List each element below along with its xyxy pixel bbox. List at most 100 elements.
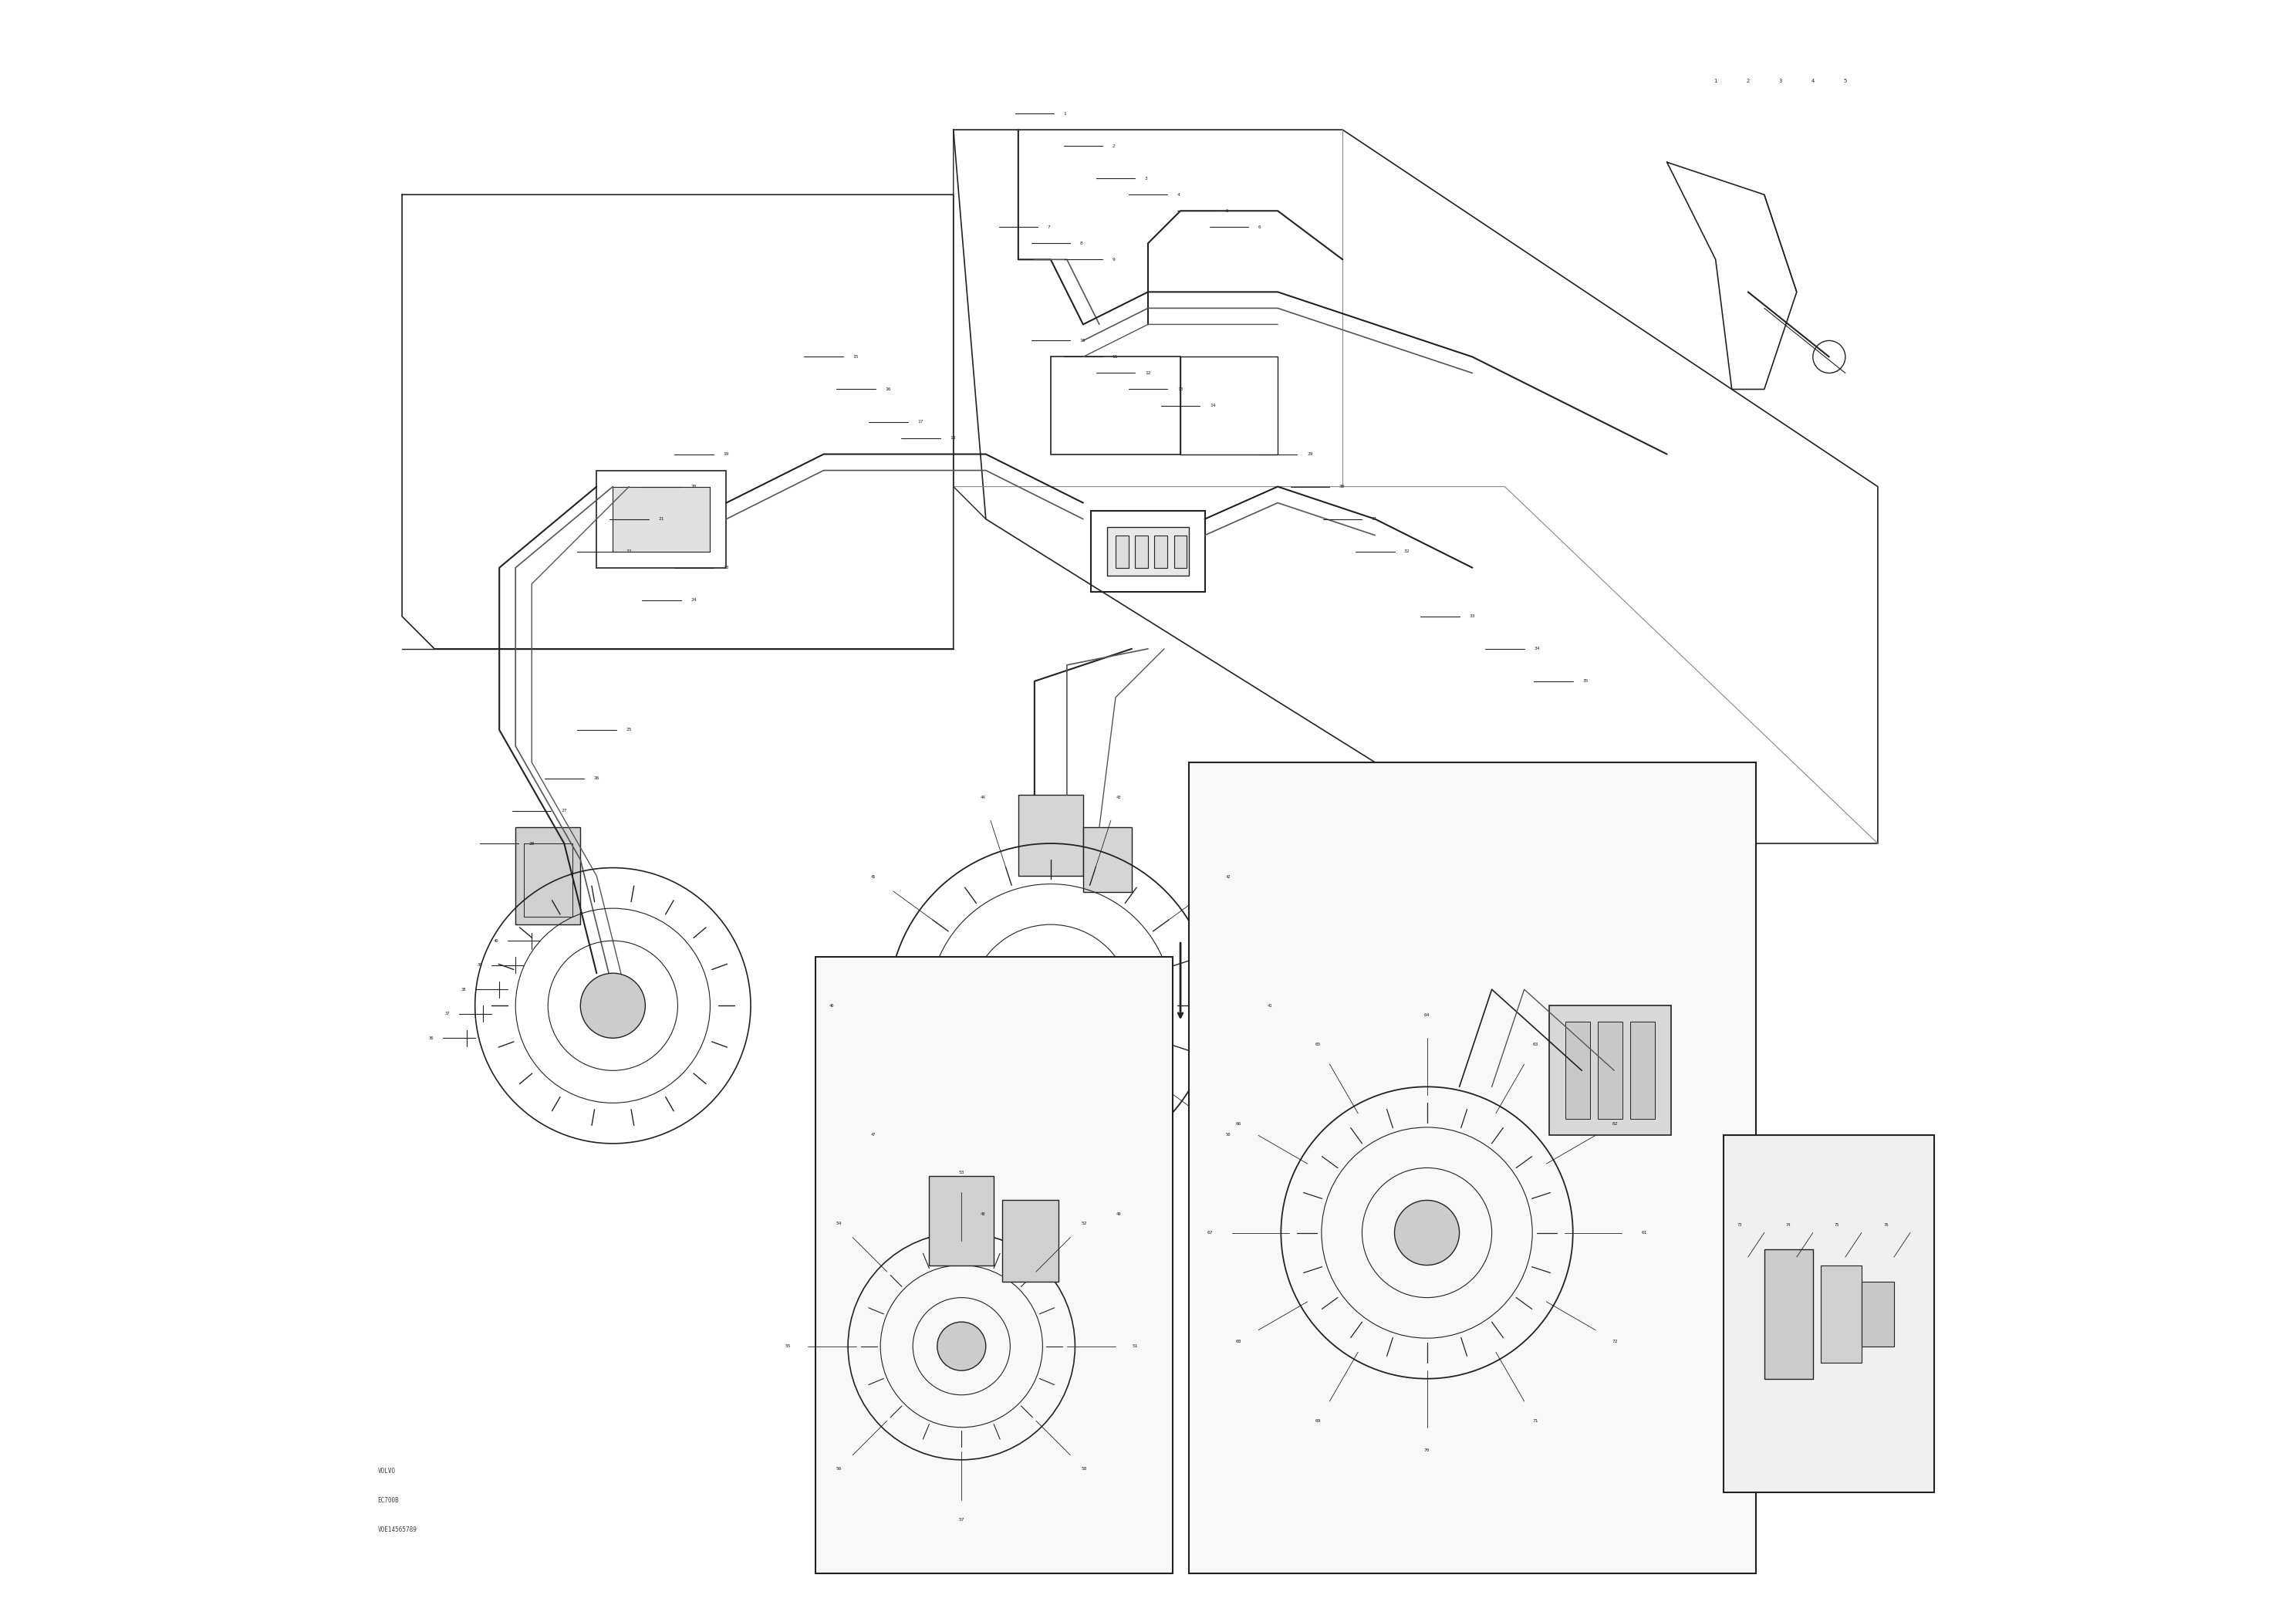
- Bar: [1550, 1006, 1671, 1135]
- Text: 64: 64: [1424, 1014, 1430, 1017]
- Text: 34: 34: [1534, 647, 1541, 650]
- Bar: [1091, 511, 1205, 592]
- Text: 31: 31: [1371, 517, 1378, 521]
- Text: 71: 71: [1534, 1419, 1538, 1422]
- Text: 38: 38: [461, 988, 466, 991]
- Text: 45: 45: [870, 874, 877, 879]
- Text: 69: 69: [1316, 1419, 1320, 1422]
- Bar: [815, 957, 1173, 1573]
- Text: 76: 76: [1883, 1223, 1887, 1226]
- Bar: [1052, 357, 1180, 454]
- Text: 40: 40: [494, 939, 498, 942]
- Text: 25: 25: [627, 728, 631, 732]
- Text: 57: 57: [960, 1518, 964, 1521]
- Bar: [1173, 535, 1187, 568]
- Text: 32: 32: [1405, 550, 1410, 553]
- Bar: [1084, 827, 1132, 892]
- Bar: [1155, 535, 1166, 568]
- Text: VOE14565789: VOE14565789: [377, 1526, 418, 1533]
- Text: 66: 66: [1235, 1122, 1242, 1126]
- Text: 43: 43: [1116, 795, 1120, 800]
- Circle shape: [1010, 965, 1091, 1046]
- Text: 8: 8: [1079, 242, 1084, 245]
- Text: 70: 70: [1424, 1448, 1430, 1452]
- Bar: [1862, 1281, 1894, 1346]
- Bar: [930, 1176, 994, 1265]
- Text: 22: 22: [627, 550, 631, 553]
- Text: 11: 11: [1111, 355, 1118, 358]
- Text: 18: 18: [951, 436, 955, 440]
- Text: 14: 14: [1210, 404, 1215, 407]
- Bar: [523, 843, 572, 916]
- Text: 3: 3: [1146, 177, 1148, 180]
- Text: 5: 5: [1844, 79, 1846, 83]
- Bar: [1180, 357, 1279, 454]
- Text: 35: 35: [1582, 680, 1589, 683]
- Bar: [517, 827, 581, 925]
- Bar: [597, 470, 726, 568]
- Text: 67: 67: [1208, 1231, 1212, 1234]
- Bar: [1017, 795, 1084, 876]
- Bar: [1134, 535, 1148, 568]
- Text: 47: 47: [870, 1132, 877, 1137]
- Text: 65: 65: [1316, 1043, 1320, 1046]
- Text: 9: 9: [1111, 258, 1116, 261]
- Text: 53: 53: [960, 1171, 964, 1174]
- Text: 44: 44: [980, 795, 985, 800]
- Text: 54: 54: [836, 1221, 843, 1226]
- Text: 23: 23: [723, 566, 728, 569]
- Text: 62: 62: [1612, 1122, 1619, 1126]
- Text: 37: 37: [445, 1012, 450, 1015]
- Text: 10: 10: [1079, 339, 1086, 342]
- Circle shape: [581, 973, 645, 1038]
- Text: 24: 24: [691, 599, 696, 602]
- Text: 72: 72: [1612, 1340, 1619, 1343]
- Bar: [1821, 1265, 1862, 1362]
- Text: 63: 63: [1534, 1043, 1538, 1046]
- Text: 56: 56: [836, 1466, 843, 1471]
- Text: 5: 5: [1226, 209, 1228, 212]
- Circle shape: [1394, 1200, 1460, 1265]
- Text: 33: 33: [1469, 615, 1474, 618]
- Text: 12: 12: [1146, 371, 1150, 375]
- Text: 1: 1: [1713, 79, 1717, 83]
- Text: 28: 28: [528, 842, 535, 845]
- Bar: [1724, 1135, 1936, 1492]
- Bar: [1189, 762, 1756, 1573]
- Text: 36: 36: [429, 1036, 434, 1040]
- Text: 30: 30: [1339, 485, 1345, 488]
- Text: 6: 6: [1258, 225, 1261, 229]
- Text: 4: 4: [1812, 79, 1814, 83]
- Bar: [613, 487, 709, 551]
- Text: 68: 68: [1235, 1340, 1242, 1343]
- Text: 75: 75: [1835, 1223, 1839, 1226]
- Text: 39: 39: [478, 963, 482, 967]
- Text: 51: 51: [1132, 1345, 1139, 1348]
- Text: 26: 26: [592, 777, 599, 780]
- Text: EC700B: EC700B: [377, 1497, 400, 1504]
- Text: 17: 17: [918, 420, 923, 423]
- Text: 73: 73: [1738, 1223, 1743, 1226]
- Text: 2: 2: [1111, 144, 1116, 148]
- Text: 1: 1: [1063, 112, 1068, 115]
- Text: 15: 15: [852, 355, 859, 358]
- Text: 58: 58: [1081, 1466, 1086, 1471]
- Text: 13: 13: [1178, 388, 1182, 391]
- Text: 42: 42: [1226, 874, 1231, 879]
- Text: 21: 21: [659, 517, 664, 521]
- Text: 2: 2: [1747, 79, 1750, 83]
- Text: 4: 4: [1178, 193, 1180, 196]
- Text: 74: 74: [1786, 1223, 1791, 1226]
- Text: 41: 41: [1267, 1004, 1272, 1007]
- Text: 46: 46: [829, 1004, 833, 1007]
- Text: 52: 52: [1081, 1221, 1086, 1226]
- Bar: [1566, 1022, 1589, 1119]
- Text: VOLVO: VOLVO: [377, 1468, 395, 1474]
- Text: 49: 49: [1116, 1212, 1120, 1216]
- Text: 55: 55: [785, 1345, 790, 1348]
- Text: 48: 48: [980, 1212, 985, 1216]
- Text: 20: 20: [691, 485, 696, 488]
- Text: 61: 61: [1642, 1231, 1646, 1234]
- Circle shape: [937, 1322, 985, 1371]
- Text: 7: 7: [1047, 225, 1049, 229]
